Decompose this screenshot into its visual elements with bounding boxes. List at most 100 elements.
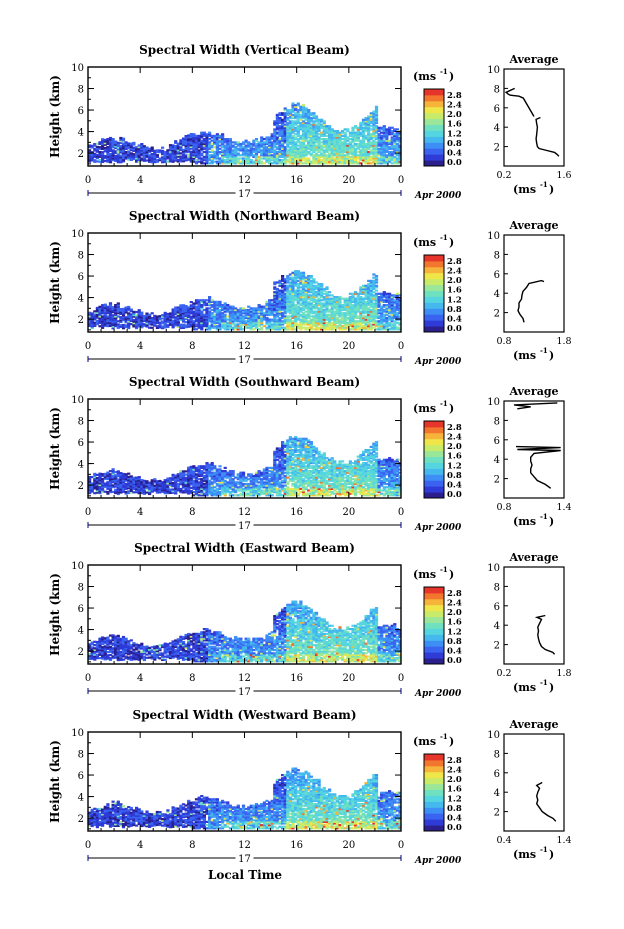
colorbar-tick-label: 2.0 [447, 442, 462, 452]
colorbar-swatch [424, 112, 444, 120]
average-y-tick-label: 6 [494, 436, 500, 447]
colorbar-unit-exponent: -1 [440, 67, 448, 76]
average-y-tick-label: 10 [487, 730, 500, 741]
panel-4: Spectral Width (Eastward Beam) 2 4 6 8 10 Heig… [48, 541, 572, 699]
colorbar-tick-label: 0.4 [447, 148, 462, 158]
colorbar-tick-label: 2.4 [447, 267, 462, 277]
average-x-label-exponent: -1 [540, 180, 548, 189]
colorbar-swatch [424, 807, 444, 814]
x-tick-label: 16 [290, 840, 303, 851]
x-tick-label: 0 [398, 507, 404, 518]
y-tick-label: 6 [78, 438, 84, 449]
x-tick-label: 8 [189, 341, 195, 352]
average-frame [503, 566, 565, 665]
x-tick-label: 0 [85, 840, 91, 851]
colorbar-swatch [424, 486, 444, 493]
heatmap-cells [88, 436, 401, 497]
x-tick-label: 12 [238, 673, 251, 684]
date-label: Apr 2000 [414, 191, 462, 201]
colorbar-tick-label: 0.8 [447, 139, 462, 149]
colorbar-frame [423, 254, 445, 333]
colorbar-unit-close: ) [449, 402, 454, 415]
heatmap-cells [88, 767, 401, 830]
colorbar-swatch [424, 302, 444, 309]
colorbar-tick-label: 2.8 [447, 257, 462, 267]
colorbar-swatch [424, 421, 444, 428]
x-tick-label: 20 [342, 341, 355, 352]
date-label: Apr 2000 [414, 523, 462, 533]
colorbar-swatch [424, 592, 444, 600]
colorbar-tick-label: 1.2 [447, 627, 462, 637]
x-tick-label: 20 [342, 840, 355, 851]
colorbar-tick-label: 1.6 [447, 286, 462, 296]
panels-group: Spectral Width (Vertical Beam) 2 4 6 8 10 Heig… [48, 43, 572, 866]
date-label: Apr 2000 [414, 357, 462, 367]
colorbar-swatch [424, 622, 444, 629]
colorbar-tick-label: 0.8 [447, 471, 462, 481]
average-y-tick-label: 2 [494, 808, 500, 819]
panel-5: Spectral Width (Westward Beam) 2 4 6 8 10 Heig… [48, 708, 572, 866]
average-x-label: (ms [513, 681, 536, 694]
average-x-tick-label: 1.8 [556, 668, 571, 679]
panel-title: Spectral Width (Southward Beam) [129, 375, 360, 389]
average-y-tick-label: 8 [494, 416, 500, 427]
date-day-label: 17 [238, 521, 251, 532]
x-tick-label: 4 [137, 840, 143, 851]
colorbar-tick-label: 0.0 [447, 490, 462, 500]
x-tick-label: 4 [137, 507, 143, 518]
x-axis-label-local-time: Local Time [208, 868, 282, 882]
colorbar-swatch [424, 658, 444, 665]
y-axis-label: Height (km) [48, 740, 62, 823]
colorbar-swatch [424, 100, 444, 108]
average-profile-line [534, 614, 556, 655]
colorbar-tick-label: 0.0 [447, 158, 462, 168]
colorbar-tick-label: 1.6 [447, 452, 462, 462]
average-y-tick-label: 4 [494, 788, 500, 799]
colorbar-frame [423, 753, 445, 832]
colorbar-swatch [424, 813, 444, 820]
colorbar-tick-label: 2.0 [447, 276, 462, 286]
colorbar-tick-label: 2.0 [447, 110, 462, 120]
colorbar-swatch [424, 118, 444, 125]
x-tick-label: 12 [238, 175, 251, 186]
colorbar-unit-label: (ms [413, 568, 436, 581]
y-tick-label: 2 [78, 647, 84, 658]
colorbar-swatch [424, 272, 444, 280]
average-x-tick-label: 0.2 [496, 668, 511, 679]
colorbar-swatch [424, 438, 444, 446]
average-y-tick-label: 10 [487, 563, 500, 574]
y-tick-label: 2 [78, 814, 84, 825]
colorbar-swatch [424, 777, 444, 785]
colorbar-tick-label: 2.4 [447, 599, 462, 609]
colorbar-tick-label: 0.0 [447, 656, 462, 666]
average-y-tick-label: 8 [494, 84, 500, 95]
average-x-tick-label: 1.6 [556, 170, 571, 181]
average-profile-line [535, 781, 557, 822]
colorbar-swatch [424, 94, 444, 102]
average-x-label-close: ) [549, 515, 554, 528]
colorbar-unit-label: (ms [413, 70, 436, 83]
colorbar-tick-label: 2.0 [447, 775, 462, 785]
colorbar-swatch [424, 89, 444, 96]
average-y-tick-label: 4 [494, 289, 500, 300]
average-x-label-exponent: -1 [540, 346, 548, 355]
average-x-tick-label: 1.4 [556, 502, 571, 513]
colorbar-swatch [424, 432, 444, 440]
colorbar-tick-label: 2.4 [447, 101, 462, 111]
average-y-tick-label: 8 [494, 582, 500, 593]
y-tick-label: 10 [71, 561, 84, 572]
colorbar-swatch [424, 616, 444, 623]
average-title: Average [508, 385, 558, 398]
colorbar-swatch [424, 160, 444, 167]
heatmap-cells [88, 270, 401, 331]
y-tick-label: 4 [78, 294, 84, 305]
colorbar-swatch [424, 450, 444, 457]
average-x-tick-label: 0.8 [496, 336, 511, 347]
colorbar-swatch [424, 106, 444, 114]
colorbar-swatch [424, 652, 444, 659]
colorbar-tick-label: 0.8 [447, 637, 462, 647]
x-tick-label: 0 [398, 341, 404, 352]
y-tick-label: 4 [78, 128, 84, 139]
average-y-tick-label: 10 [487, 397, 500, 408]
date-day-bg [235, 852, 254, 863]
